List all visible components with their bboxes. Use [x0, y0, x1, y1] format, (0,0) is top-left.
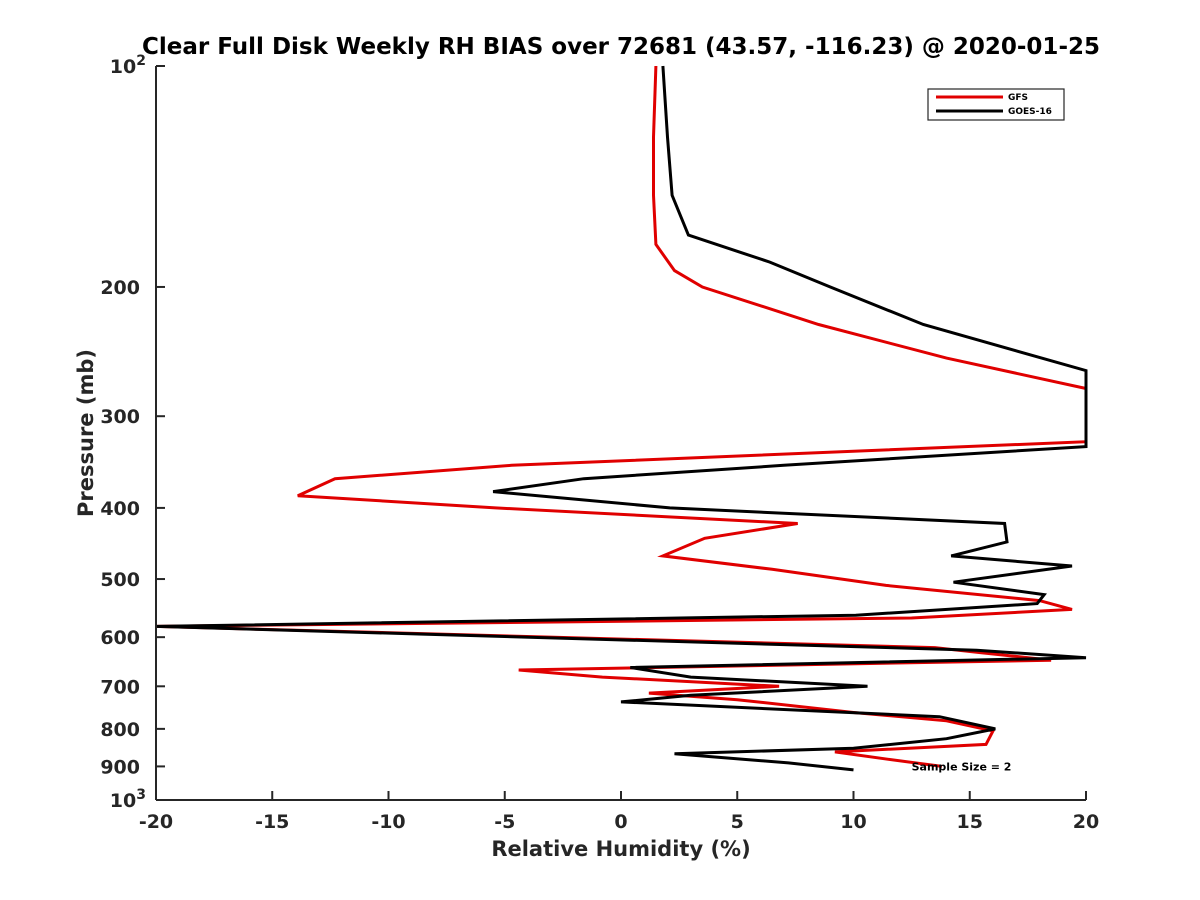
- x-tick-label: -20: [139, 811, 173, 833]
- legend-label-goes16: GOES-16: [1008, 107, 1052, 117]
- plot-area: [156, 66, 1086, 800]
- x-tick-label: -15: [255, 811, 289, 833]
- y-tick-label: 300: [100, 406, 140, 428]
- series-layer: [155, 65, 1088, 772]
- x-tick-label: -10: [371, 811, 405, 833]
- y-axis-ticks: 102 200 300 400 500 600 700 800 900 103: [100, 53, 165, 812]
- x-tick-label: 0: [614, 811, 627, 833]
- legend-label-gfs: GFS: [1008, 93, 1028, 103]
- x-axis-ticks: -20 -15 -10 -5 0 5 10 15 20: [139, 791, 1099, 833]
- series-line-goes16: [155, 65, 1088, 772]
- y-tick-label: 800: [100, 719, 140, 741]
- y-tick-label: 103: [110, 787, 146, 812]
- y-axis-label: Pressure (mb): [74, 349, 98, 517]
- x-tick-label: -5: [494, 811, 515, 833]
- x-tick-label: 20: [1073, 811, 1099, 833]
- y-tick-label: 200: [100, 277, 140, 299]
- y-tick-label: 500: [100, 569, 140, 591]
- legend: GFS GOES-16: [927, 88, 1065, 121]
- x-axis-label: Relative Humidity (%): [491, 837, 750, 861]
- x-tick-label: 15: [957, 811, 983, 833]
- sample-size-annotation: Sample Size = 2: [912, 760, 1012, 773]
- x-tick-label: 10: [840, 811, 866, 833]
- y-tick-label: 400: [100, 498, 140, 520]
- y-tick-label: 600: [100, 627, 140, 649]
- chart-title: Clear Full Disk Weekly RH BIAS over 7268…: [142, 34, 1100, 60]
- legend-box: [927, 88, 1065, 121]
- y-tick-label: 900: [100, 756, 140, 778]
- y-tick-label: 700: [100, 676, 140, 698]
- y-tick-label: 102: [110, 53, 146, 78]
- x-tick-label: 5: [731, 811, 744, 833]
